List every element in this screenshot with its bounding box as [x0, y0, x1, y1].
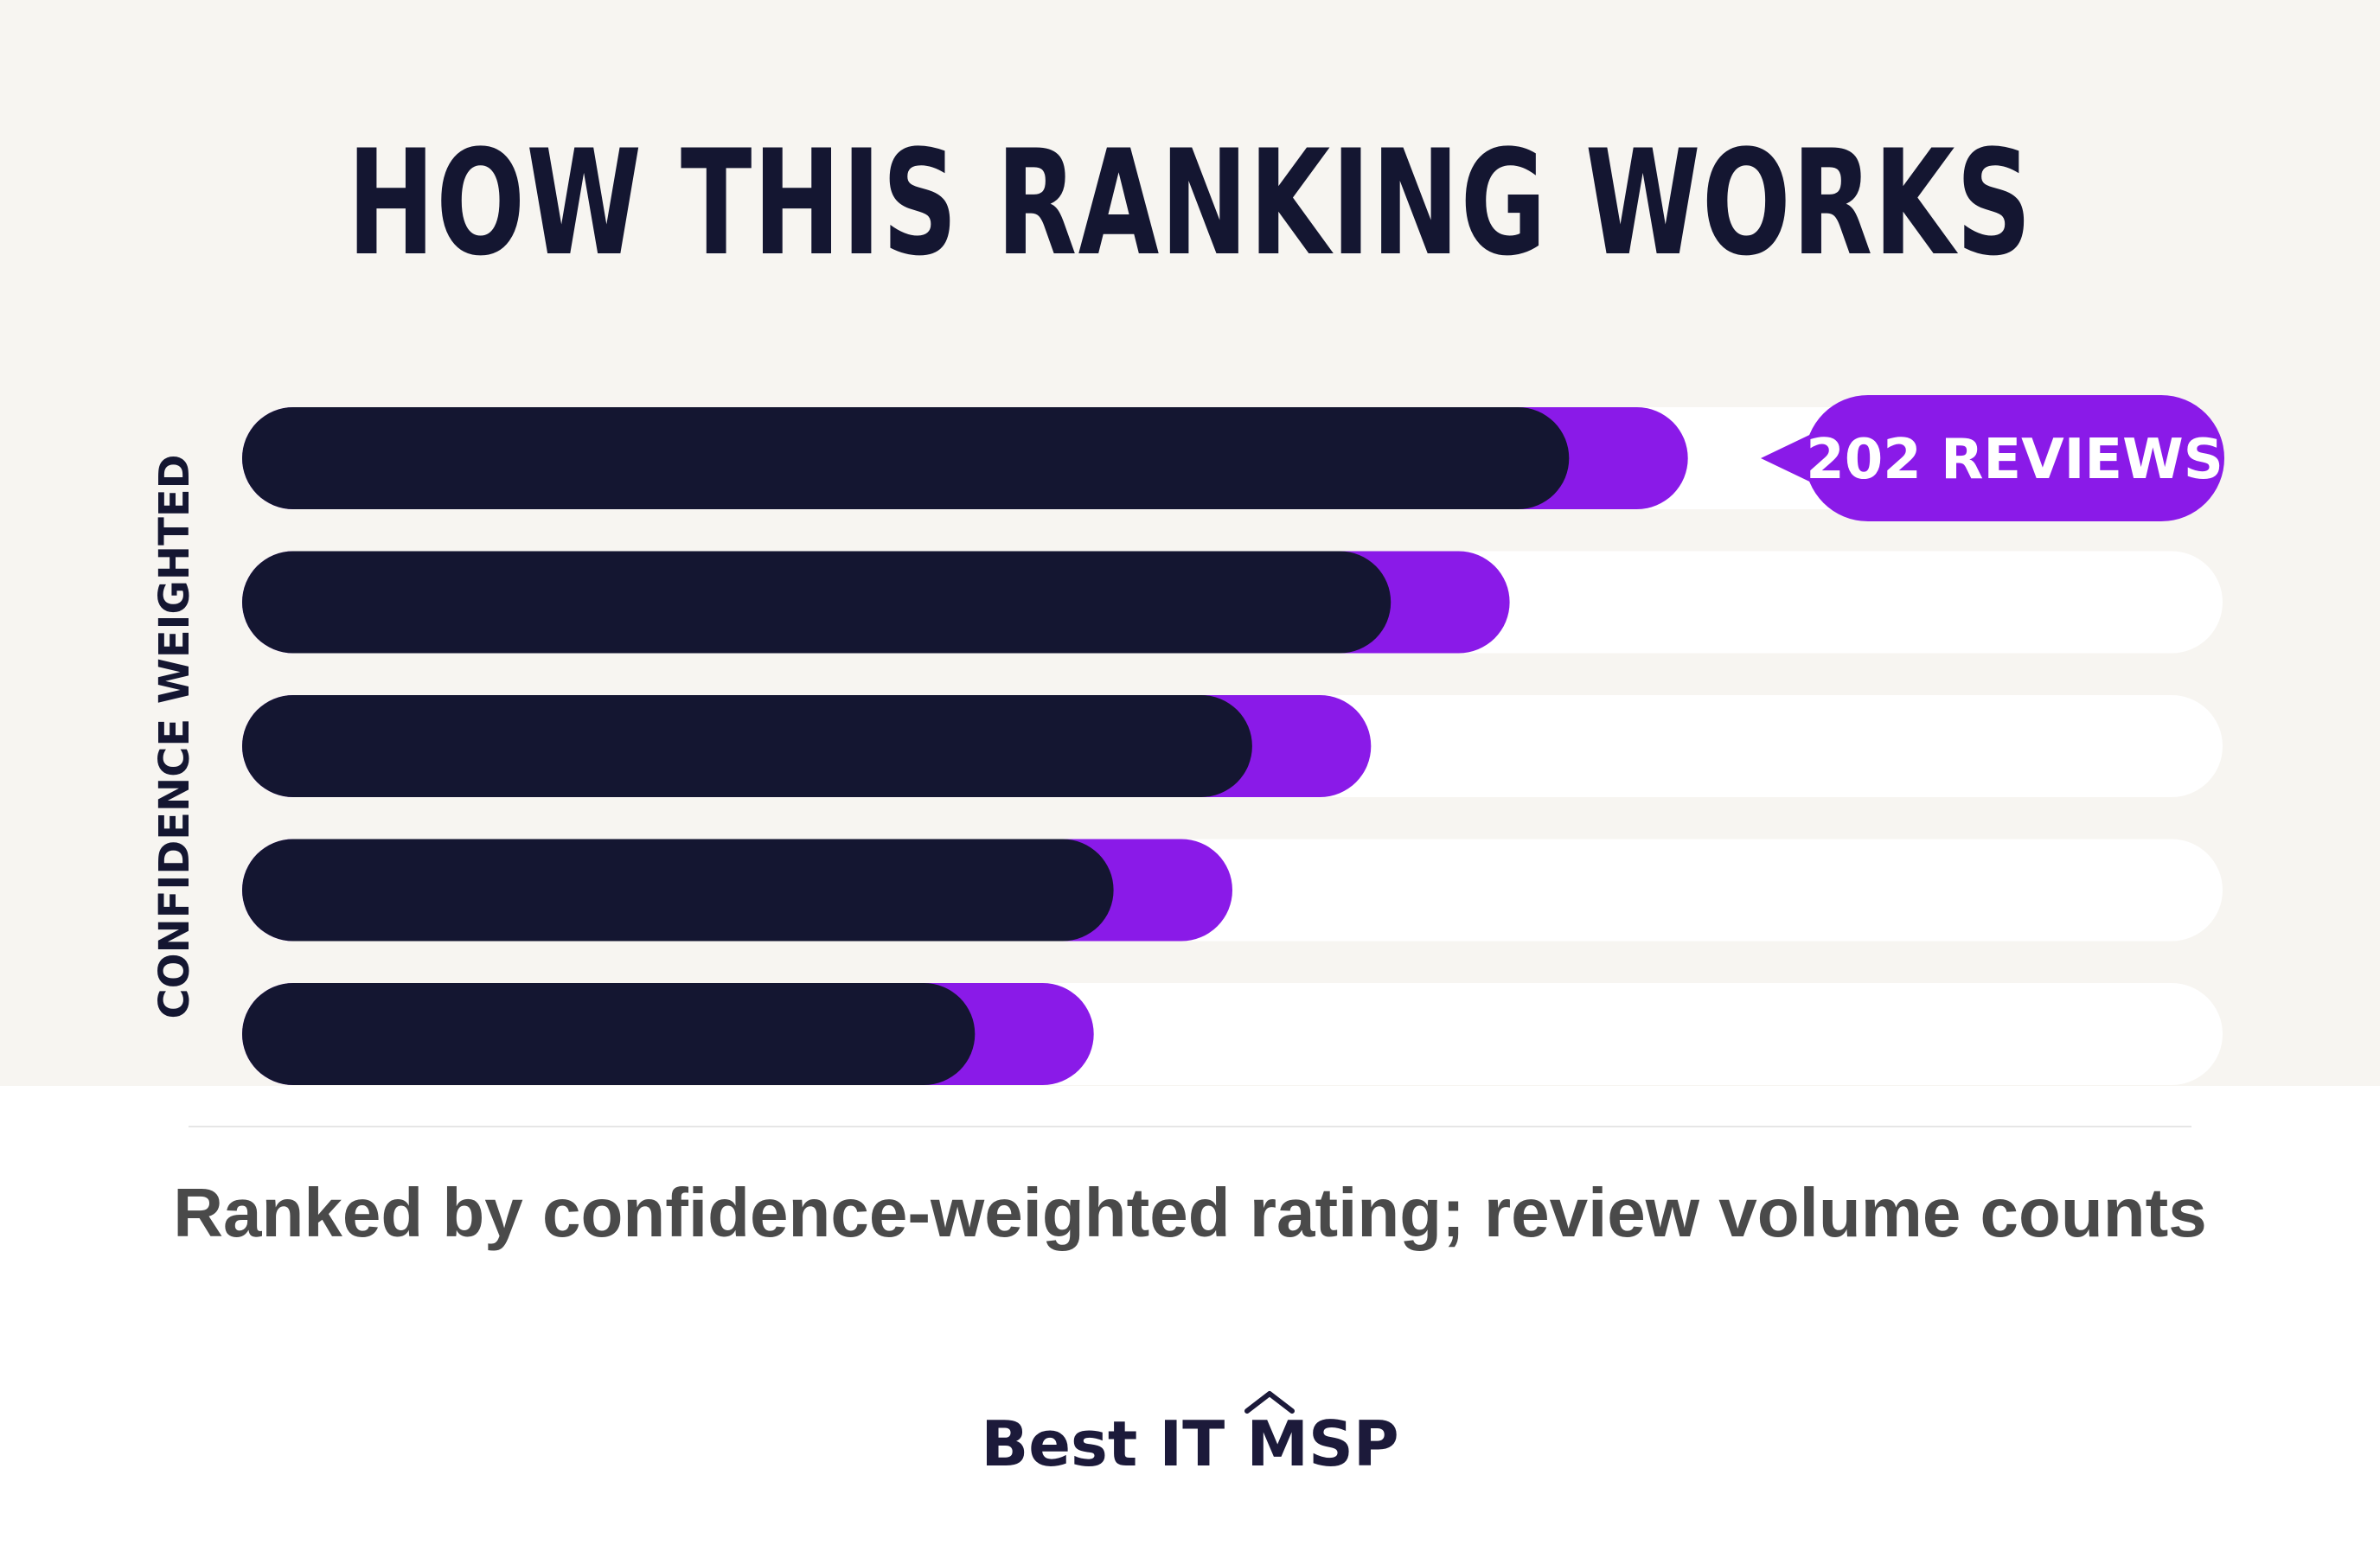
bar-main-segment	[242, 839, 1114, 942]
page-title: HOW THIS RANKING WORKS	[347, 118, 2033, 288]
bar-main-segment	[242, 407, 1570, 509]
bar-main-segment	[242, 983, 976, 1085]
chart-caption: Ranked by confidence-weighted rating; re…	[173, 1174, 2207, 1251]
section-divider	[189, 1126, 2191, 1127]
caret-up-icon	[1244, 1391, 1296, 1414]
brand-name: Best IT MSP	[981, 1408, 1399, 1480]
brand-footer: Best IT MSP	[0, 1391, 2380, 1487]
ranking-bar-chart: CONFIDENCE WEIGHTED 202 REVIEWS	[150, 395, 2224, 1085]
bar-main-segment	[242, 695, 1252, 797]
review-count-badge: 202 REVIEWS	[1761, 395, 2224, 521]
bar-main-segment	[242, 551, 1392, 654]
badge-body	[1805, 395, 2224, 521]
bar-series	[242, 407, 1688, 1085]
badge-label: 202 REVIEWS	[1806, 428, 2223, 492]
y-axis-label: CONFIDENCE WEIGHTED	[150, 455, 199, 1019]
